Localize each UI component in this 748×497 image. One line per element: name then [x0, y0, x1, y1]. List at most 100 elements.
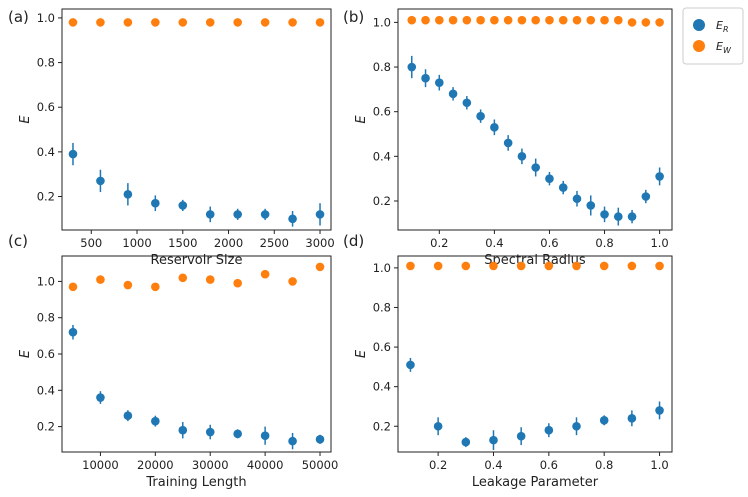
- data-point: [599, 261, 609, 271]
- x-tick-label: 500: [80, 236, 102, 250]
- y-tick-label: 0.6: [373, 340, 391, 354]
- data-point: [531, 15, 540, 25]
- data-point: [572, 261, 581, 271]
- data-point: [655, 18, 664, 27]
- data-point: [600, 15, 609, 25]
- y-tick-label: 0.6: [373, 105, 391, 119]
- data-point: [489, 435, 498, 445]
- x-tick-label: 20000: [137, 458, 174, 472]
- data-point: [288, 18, 297, 27]
- data-point: [123, 280, 133, 290]
- data-point: [545, 15, 554, 25]
- data-point: [448, 89, 458, 99]
- legend-ew-label: EW: [716, 40, 732, 55]
- x-tick-label: 2000: [214, 236, 243, 250]
- data-point: [421, 15, 430, 25]
- data-point: [462, 15, 472, 25]
- data-point: [315, 18, 325, 27]
- data-point: [233, 210, 242, 219]
- data-point: [490, 123, 499, 132]
- data-point: [503, 138, 513, 148]
- series-ew: [68, 18, 325, 27]
- data-point: [178, 273, 188, 283]
- x-tick-label: 3000: [305, 236, 334, 250]
- data-point: [421, 73, 430, 83]
- data-point: [151, 18, 160, 27]
- data-point: [315, 262, 325, 272]
- data-point: [655, 261, 664, 271]
- plot-frame: [397, 255, 673, 453]
- data-point: [288, 214, 297, 224]
- x-axis-label: Reservoir Size: [151, 253, 243, 268]
- legend-er-sub: R: [723, 25, 729, 34]
- data-point: [655, 172, 664, 181]
- series-ew: [68, 262, 325, 292]
- data-point: [572, 15, 582, 25]
- x-tick-label: 0.2: [430, 236, 448, 250]
- data-point: [96, 393, 105, 402]
- data-point: [490, 15, 499, 25]
- y-axis-label: E: [18, 349, 33, 358]
- data-point: [462, 98, 472, 108]
- data-point: [572, 194, 582, 204]
- y-tick-label: 1.0: [37, 274, 55, 288]
- data-point: [489, 261, 498, 271]
- x-tick-label: 30000: [192, 458, 229, 472]
- legend-er-base: E: [716, 19, 723, 32]
- data-point: [641, 192, 651, 201]
- panels: 500 1000 1500 2000 2500 3000 0.2 0.4 0.6 0.8 1.0 Re…: [8, 8, 673, 490]
- y-tick-label: 0.6: [37, 347, 55, 361]
- data-point: [655, 406, 664, 415]
- legend: ER EW: [682, 7, 744, 65]
- data-point: [503, 15, 513, 25]
- series-er: [407, 55, 664, 226]
- data-point: [315, 210, 325, 219]
- data-point: [517, 15, 527, 25]
- data-point: [406, 360, 415, 370]
- data-point: [544, 425, 554, 435]
- x-tick-label: 0.4: [485, 236, 503, 250]
- legend-ew-base: E: [716, 40, 723, 53]
- x-tick-label: 1.0: [650, 236, 668, 250]
- data-point: [516, 261, 526, 271]
- series-er: [68, 324, 325, 450]
- x-axis-label: Spectral Radius: [484, 253, 586, 268]
- data-point: [407, 15, 417, 25]
- data-point: [205, 210, 215, 219]
- panel-label: (a): [8, 8, 29, 26]
- x-tick-label: 0.4: [484, 458, 502, 472]
- y-tick-label: 0.2: [37, 190, 55, 204]
- data-point: [68, 18, 78, 27]
- legend-ew-sub: W: [723, 46, 732, 55]
- data-point: [627, 261, 637, 271]
- y-tick-label: 0.6: [37, 100, 55, 114]
- data-point: [96, 176, 105, 186]
- series-ew: [407, 15, 664, 27]
- data-point: [461, 437, 471, 447]
- y-tick-label: 1.0: [37, 11, 55, 25]
- panel-label: (d): [343, 232, 364, 250]
- data-point: [600, 210, 609, 219]
- data-point: [544, 261, 554, 271]
- data-point: [205, 18, 215, 27]
- data-point: [627, 414, 637, 423]
- panel-c: 10000 20000 30000 40000 50000 0.2 0.4 0.6 0.8 1.0…: [8, 232, 338, 490]
- y-axis-label: E: [354, 349, 369, 358]
- data-point: [586, 201, 596, 210]
- data-point: [205, 275, 215, 284]
- data-point: [614, 15, 623, 25]
- data-point: [151, 198, 160, 208]
- data-point: [233, 429, 242, 439]
- data-point: [68, 282, 78, 292]
- data-point: [123, 411, 133, 421]
- data-point: [433, 261, 443, 271]
- data-point: [288, 436, 297, 446]
- y-tick-label: 0.8: [373, 300, 391, 314]
- plot-frame: [61, 8, 332, 231]
- data-point: [233, 18, 242, 27]
- data-point: [558, 183, 568, 192]
- x-tick-label: 0.6: [540, 458, 558, 472]
- legend-frame: [682, 7, 744, 65]
- data-point: [558, 15, 568, 25]
